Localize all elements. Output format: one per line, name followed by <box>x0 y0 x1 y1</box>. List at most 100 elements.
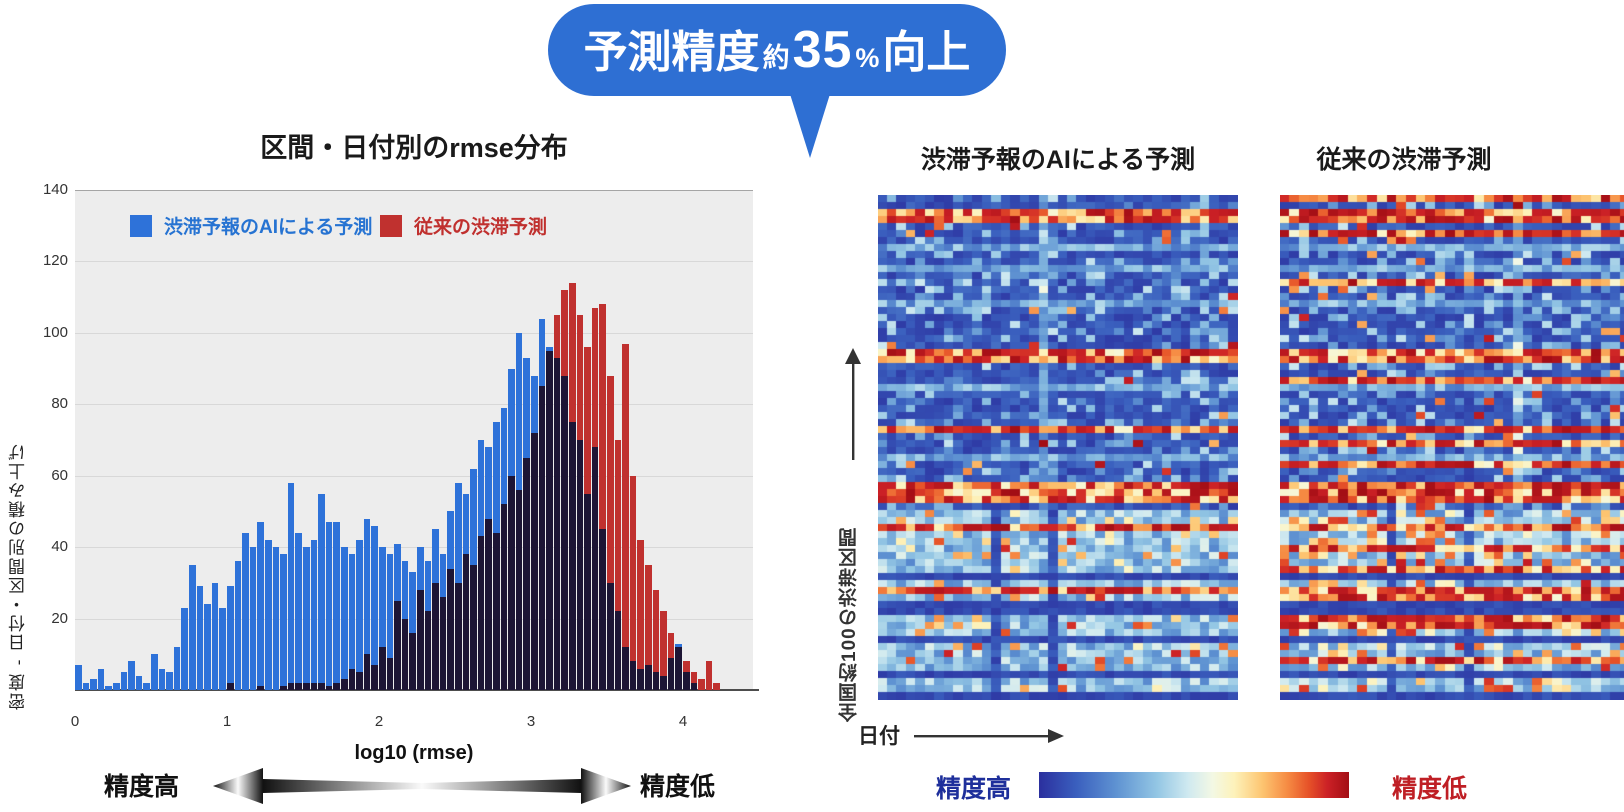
hist-bar-ai <box>189 565 196 690</box>
hist-bar-overlap <box>561 375 569 690</box>
hist-bar-overlap <box>500 504 508 690</box>
hist-bar-ai <box>90 679 97 690</box>
hist-bar-conventional <box>690 672 698 690</box>
hist-bar-ai <box>325 522 333 690</box>
hist-bar-overlap <box>363 654 371 690</box>
hist-bar-ai <box>196 586 204 690</box>
hist-bar-overlap <box>629 661 637 690</box>
hist-bar-overlap <box>485 518 493 690</box>
callout-text-approx: 約 <box>762 43 790 73</box>
hist-bar-ai <box>181 607 188 690</box>
hist-bar-overlap <box>462 554 470 690</box>
gridline-y-40 <box>75 547 753 549</box>
hist-bar-overlap <box>318 682 325 690</box>
hist-bar-overlap <box>538 386 546 690</box>
hist-bar-overlap <box>523 457 531 690</box>
hist-bar-ai <box>295 532 303 690</box>
hist-bar-conventional <box>660 611 667 690</box>
hist-bar-overlap <box>553 357 561 690</box>
hist-bar-ai <box>204 604 211 690</box>
histogram-x-axis-line <box>75 689 759 691</box>
hist-bar-ai <box>265 540 272 690</box>
gridline-y-100 <box>75 332 753 334</box>
hist-bar-overlap <box>386 657 394 690</box>
hist-bar-overlap <box>675 647 683 690</box>
histogram-x-axis-label: log10 (rmse) <box>354 742 474 764</box>
hist-bar-ai <box>97 668 105 690</box>
hist-bar-conventional <box>645 565 652 690</box>
hist-bar-overlap <box>455 582 462 690</box>
hist-bar-overlap <box>417 590 424 690</box>
hist-bar-ai <box>249 547 257 690</box>
hist-bar-overlap <box>439 597 447 690</box>
accuracy-colorbar <box>1039 772 1349 798</box>
hist-bar-overlap <box>569 422 576 690</box>
hist-bar-overlap <box>660 675 667 690</box>
y-tick-label-100: 100 <box>42 323 68 341</box>
hist-bar-overlap <box>295 682 303 690</box>
hist-bar-overlap <box>690 682 698 690</box>
hist-bar-overlap <box>637 668 645 690</box>
hist-bar-conventional <box>637 540 645 690</box>
hist-bar-overlap <box>493 532 500 690</box>
hist-bar-overlap <box>394 600 401 690</box>
heatmap-y-axis-label: 全国約100の渋滞区間 <box>839 527 860 722</box>
hist-bar-ai <box>280 554 287 690</box>
hist-bar-ai <box>113 682 120 690</box>
hist-bar-conventional <box>705 661 713 690</box>
callout-text-main2: 向上 <box>882 28 971 77</box>
up-arrow-icon <box>845 348 861 460</box>
y-tick-label-120: 120 <box>42 252 68 270</box>
hist-bar-ai <box>371 525 379 690</box>
x-tick-label-4: 4 <box>678 713 688 730</box>
hist-bar-ai <box>287 482 295 690</box>
hist-bar-overlap <box>447 568 455 690</box>
hist-bar-overlap <box>683 672 690 690</box>
x-tick-label-3: 3 <box>526 713 536 730</box>
colorbar-high-accuracy-label: 精度高 <box>936 775 1012 803</box>
heatmap-ai-prediction <box>878 195 1238 700</box>
hist-bar-overlap <box>645 665 652 690</box>
heatmap-title-ai: 渋滞予報のAIによる予測 <box>920 146 1196 174</box>
hist-bar-overlap <box>432 582 439 690</box>
hist-bar-ai <box>363 518 371 690</box>
hist-bar-ai <box>219 607 226 690</box>
hist-bar-ai <box>75 665 82 690</box>
hist-bar-overlap <box>303 682 310 690</box>
hist-bar-ai <box>356 540 363 690</box>
hist-bar-ai <box>348 554 356 690</box>
hist-bar-overlap <box>287 682 295 690</box>
hist-bar-ai <box>82 682 90 690</box>
hist-bar-overlap <box>325 686 333 690</box>
hist-bar-overlap <box>257 686 264 690</box>
legend-label-ai: 渋滞予報のAIによる予測 <box>164 217 373 238</box>
hist-bar-conventional <box>629 475 637 690</box>
hist-bar-ai <box>128 661 135 690</box>
hist-bar-ai <box>341 547 348 690</box>
x-tick-label-1: 1 <box>222 713 232 730</box>
hist-bar-overlap <box>599 529 607 690</box>
y-tick-label-140: 140 <box>42 181 68 198</box>
hist-bar-ai <box>272 547 280 690</box>
hist-bar-ai <box>234 561 242 690</box>
accuracy-high-label: 精度高 <box>104 773 180 801</box>
hist-bar-overlap <box>348 668 356 690</box>
heatmap-title-conventional: 従来の渋滞予測 <box>1316 146 1492 174</box>
hist-bar-overlap <box>371 665 379 690</box>
hist-bar-ai <box>151 654 158 690</box>
legend-label-conventional: 従来の渋滞予測 <box>414 217 548 238</box>
callout-bubble: 予測精度 約 35 % 向上 <box>548 4 1006 96</box>
hist-bar-overlap <box>584 493 591 690</box>
histogram-plot-area: 渋滞予報のAIによる予測 従来の渋滞予測 <box>75 190 753 690</box>
hist-bar-overlap <box>622 647 629 690</box>
hist-bar-conventional <box>614 440 622 690</box>
hist-bar-conventional <box>607 375 614 690</box>
hist-bar-ai <box>409 572 417 690</box>
hist-bar-overlap <box>591 447 599 690</box>
date-axis-label: 日付 <box>858 725 900 748</box>
y-tick-label-40: 40 <box>51 538 68 556</box>
x-tick-label-0: 0 <box>70 713 80 730</box>
hist-bar-overlap <box>341 679 348 690</box>
hist-bar-ai <box>333 522 341 690</box>
